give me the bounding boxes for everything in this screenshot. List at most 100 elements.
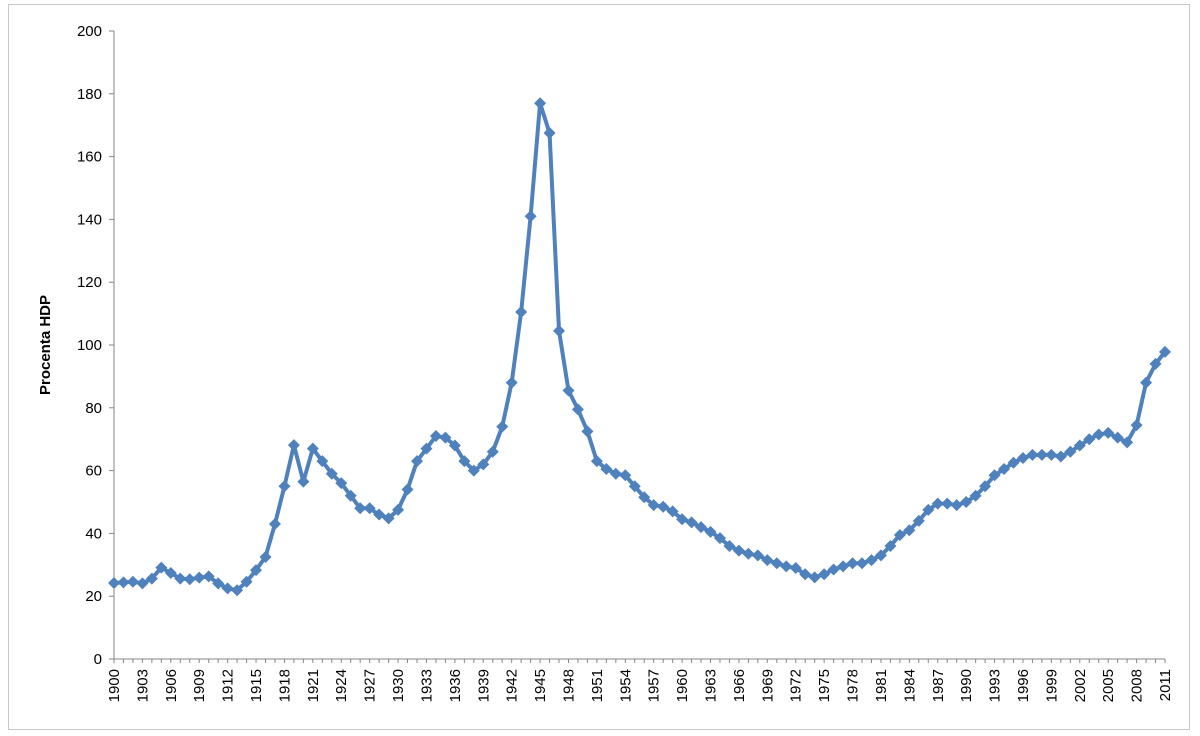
data-point — [884, 539, 897, 552]
data-point — [325, 467, 338, 480]
data-point — [808, 571, 821, 584]
data-point — [534, 97, 547, 110]
data-point — [183, 573, 196, 586]
x-tick-label: 1957 — [646, 669, 663, 702]
data-point — [448, 439, 461, 452]
y-tick-label: 120 — [77, 274, 102, 291]
data-point — [818, 568, 831, 581]
data-point — [685, 516, 698, 529]
y-tick-label: 140 — [77, 211, 102, 228]
data-point — [1007, 456, 1020, 469]
data-point — [742, 547, 755, 560]
data-point — [221, 582, 234, 595]
data-point — [865, 554, 878, 567]
data-point — [723, 539, 736, 552]
x-tick-label: 1945 — [532, 669, 549, 702]
data-point — [486, 445, 499, 458]
data-point — [1045, 448, 1058, 461]
x-tick-label: 1960 — [674, 669, 691, 702]
x-tick-label: 2011 — [1157, 669, 1174, 701]
y-tick-label: 80 — [85, 400, 102, 417]
x-axis: 1900 1903 1906 1909 1912 1915 1918 1921 1924 1927… — [106, 658, 1174, 702]
x-tick-label: 1978 — [845, 669, 862, 702]
data-point — [827, 563, 840, 576]
data-point — [297, 475, 310, 488]
x-tick-label: 1990 — [958, 669, 975, 702]
x-tick-label: 1912 — [220, 669, 237, 702]
x-tick-label: 1987 — [930, 669, 947, 702]
data-point — [1149, 357, 1162, 370]
data-point — [922, 503, 935, 516]
data-point — [657, 500, 670, 513]
y-tick-label: 40 — [85, 525, 102, 542]
series — [108, 97, 1171, 597]
data-point — [647, 499, 660, 512]
data-point — [505, 376, 518, 389]
data-point — [1111, 431, 1124, 444]
data-point — [751, 549, 764, 562]
data-point — [164, 566, 177, 579]
x-tick-label: 1972 — [788, 669, 805, 702]
data-point — [562, 384, 575, 397]
data-point — [420, 442, 433, 455]
data-point — [1054, 450, 1067, 463]
x-tick-label: 1996 — [1015, 669, 1032, 702]
data-point — [903, 524, 916, 537]
chart-frame — [8, 4, 1190, 730]
data-point — [268, 517, 281, 530]
x-tick-label: 1951 — [589, 669, 606, 702]
data-point — [571, 403, 584, 416]
y-tick-label: 200 — [77, 23, 102, 40]
data-point — [713, 532, 726, 545]
x-tick-label: 1975 — [816, 669, 833, 702]
data-point — [856, 557, 869, 570]
data-point — [1083, 433, 1096, 446]
y-tick-label: 0 — [94, 651, 102, 668]
data-point — [553, 324, 566, 337]
data-point — [941, 497, 954, 510]
data-point — [250, 564, 263, 577]
data-point — [893, 528, 906, 541]
data-point — [1026, 448, 1039, 461]
x-tick-label: 1900 — [106, 669, 123, 702]
data-point — [1035, 448, 1048, 461]
x-tick-label: 2008 — [1129, 669, 1146, 702]
x-tick-label: 1948 — [560, 669, 577, 702]
x-tick-label: 1984 — [901, 669, 918, 702]
data-point — [998, 463, 1011, 476]
x-tick-label: 1921 — [305, 669, 322, 702]
data-point — [477, 458, 490, 471]
data-point — [335, 477, 348, 490]
data-point — [108, 577, 120, 590]
data-point — [912, 514, 925, 527]
data-point — [410, 455, 423, 468]
data-point — [581, 425, 594, 438]
x-tick-label: 1924 — [333, 669, 350, 702]
y-tick-label: 100 — [77, 337, 102, 354]
data-point — [193, 571, 206, 584]
data-point — [666, 505, 679, 518]
data-point — [524, 210, 537, 223]
y-axis-title: Procenta HDP — [37, 295, 54, 395]
data-point — [799, 568, 812, 581]
data-point — [382, 512, 395, 525]
data-point — [212, 577, 225, 590]
data-point — [931, 497, 944, 510]
data-point — [1130, 419, 1143, 432]
data-point — [837, 560, 850, 573]
data-point — [988, 469, 1001, 482]
x-tick-label: 1909 — [191, 669, 208, 702]
data-point — [515, 306, 528, 319]
series-line — [113, 101, 1167, 593]
data-point — [732, 544, 745, 557]
x-tick-label: 1954 — [617, 669, 634, 702]
x-tick-label: 1930 — [390, 669, 407, 702]
data-point — [789, 561, 802, 574]
x-tick-label: 1939 — [475, 669, 492, 702]
data-point — [695, 521, 708, 534]
data-point — [1016, 452, 1029, 465]
y-axis: 0 20 40 60 80 100 120 140 160 180 200 — [77, 23, 115, 668]
x-tick-label: 1942 — [504, 669, 521, 702]
data-point — [392, 503, 405, 516]
